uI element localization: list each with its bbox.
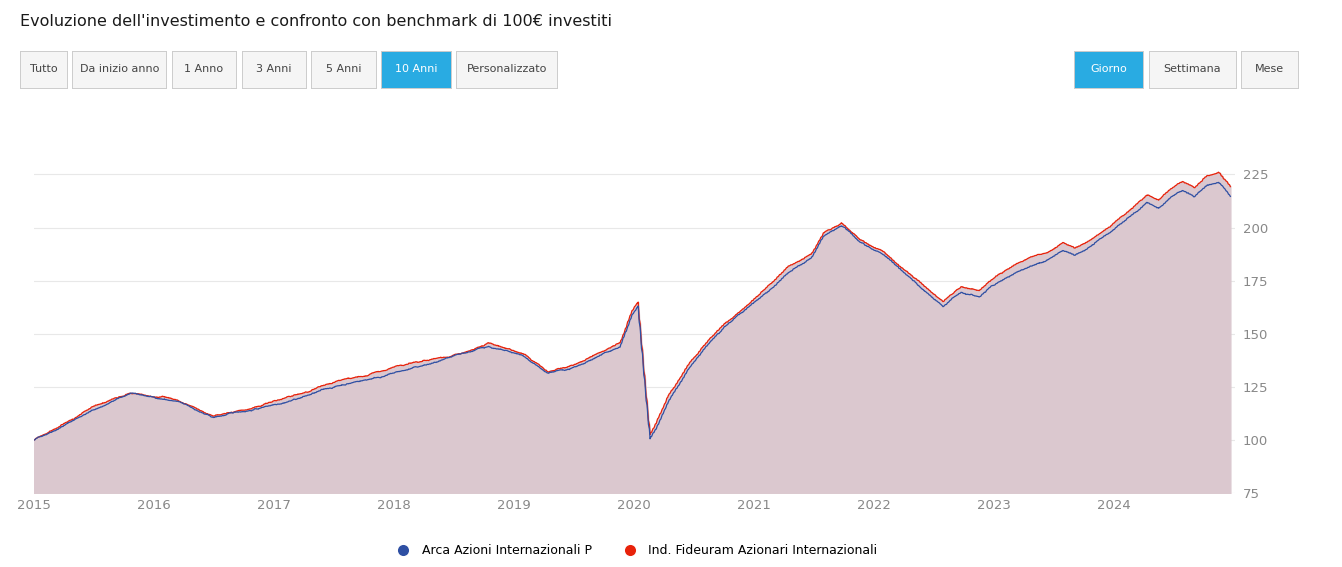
Text: Giorno: Giorno — [1090, 65, 1127, 74]
Text: Evoluzione dell'investimento e confronto con benchmark di 100€ investiti: Evoluzione dell'investimento e confronto… — [20, 14, 612, 29]
Text: Da inizio anno: Da inizio anno — [79, 65, 160, 74]
Text: Settimana: Settimana — [1164, 65, 1221, 74]
Legend: Arca Azioni Internazionali P, Ind. Fideuram Azionari Internazionali: Arca Azioni Internazionali P, Ind. Fideu… — [385, 539, 883, 562]
Text: Personalizzato: Personalizzato — [467, 65, 546, 74]
Text: Tutto: Tutto — [30, 65, 58, 74]
Text: 10 Anni: 10 Anni — [395, 65, 437, 74]
Text: 1 Anno: 1 Anno — [184, 65, 224, 74]
Text: Mese: Mese — [1255, 65, 1284, 74]
Text: 3 Anni: 3 Anni — [256, 65, 291, 74]
Text: 5 Anni: 5 Anni — [326, 65, 361, 74]
